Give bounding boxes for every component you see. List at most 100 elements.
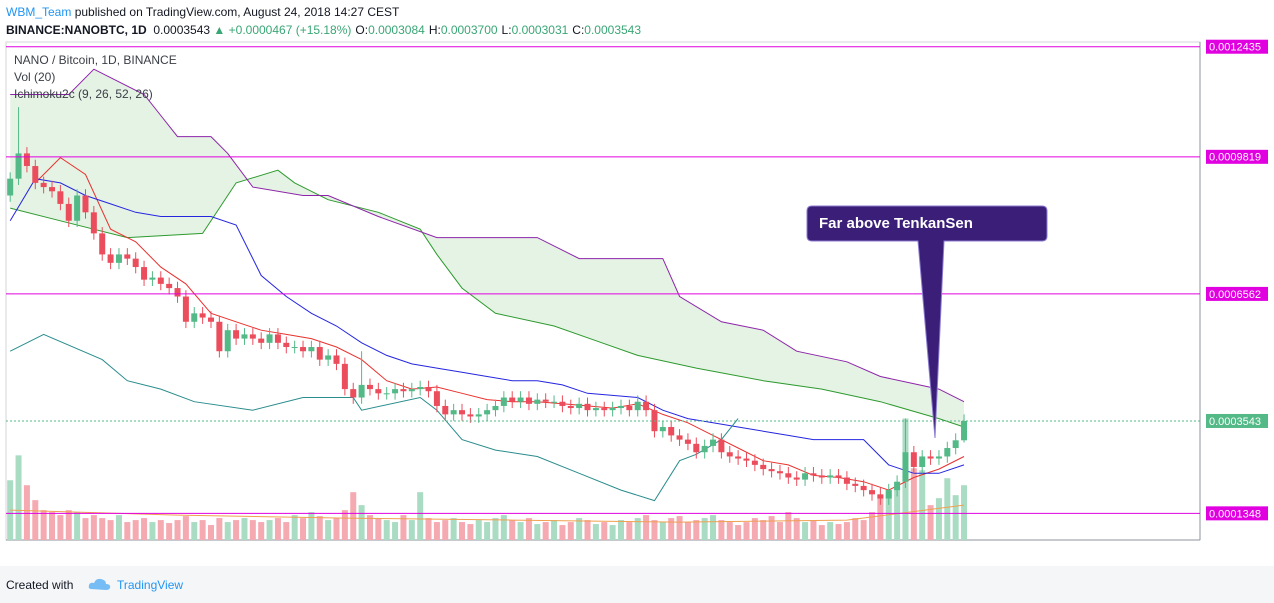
candle-body — [885, 490, 892, 499]
volume-bar — [224, 522, 231, 540]
volume-bar — [701, 518, 708, 540]
volume-bar — [182, 516, 189, 540]
header-line-1: WBM_Team published on TradingView.com, A… — [6, 3, 641, 21]
candle-body — [927, 456, 934, 459]
candle-body — [258, 338, 265, 343]
candle-body — [509, 397, 516, 402]
volume-bar — [333, 518, 340, 540]
candle-body — [492, 405, 499, 411]
volume-bar — [835, 524, 842, 540]
volume-bar — [935, 498, 942, 540]
volume-bar — [718, 520, 725, 540]
published: published on TradingView.com, August 24,… — [74, 5, 400, 19]
candle-body — [216, 321, 223, 352]
candle-body — [517, 397, 524, 402]
volume-bar — [199, 520, 206, 540]
volume-bar — [684, 522, 691, 540]
volume-bar — [919, 470, 926, 540]
volume-bar — [308, 512, 315, 540]
volume-bar — [408, 520, 415, 540]
candle-body — [57, 191, 64, 204]
header-line-2: BINANCE:NANOBTC, 1D 0.0003543 ▲ +0.00004… — [6, 21, 641, 39]
candle-body — [601, 408, 608, 411]
volume-bar — [785, 512, 792, 540]
candle-body — [32, 166, 39, 183]
volume-bar — [216, 518, 223, 540]
candle-body — [902, 452, 909, 482]
indicator-line — [34, 156, 965, 491]
volume-bar — [509, 520, 516, 540]
created-with: Created with — [6, 578, 74, 592]
volume-bar — [726, 522, 733, 540]
volume-bar — [776, 522, 783, 540]
candle-body — [710, 439, 717, 446]
candle-body — [341, 363, 348, 390]
candle-body — [333, 355, 340, 364]
candle-body — [551, 401, 558, 403]
symbol: BINANCE:NANOBTC, 1D — [6, 23, 147, 37]
brand[interactable]: TradingView — [117, 578, 184, 592]
ohlc-value: 0.0003084 — [368, 23, 425, 37]
candle-body — [316, 347, 323, 360]
volume-bar — [601, 522, 608, 540]
volume-bar — [626, 522, 633, 540]
volume-bar — [802, 522, 809, 540]
current-price-label: 0.0003543 — [1209, 416, 1261, 428]
candle-body — [408, 389, 415, 392]
candle-body — [718, 439, 725, 453]
candle-body — [961, 420, 968, 441]
candle-body — [500, 397, 507, 406]
legend-ichimoku: Ichimoku2c (9, 26, 52, 26) — [14, 87, 153, 101]
candle-body — [99, 233, 106, 255]
volume-bar — [115, 515, 122, 540]
level-tag — [1206, 286, 1268, 301]
volume-bar — [40, 510, 47, 540]
header: WBM_Team published on TradingView.com, A… — [6, 3, 641, 39]
volume-bar — [651, 520, 658, 540]
volume-ma-line — [10, 504, 965, 523]
volume-bar — [358, 505, 365, 540]
volume-bar — [567, 522, 574, 540]
volume-bar — [551, 520, 558, 540]
candle-body — [191, 313, 198, 322]
span-a-line — [10, 169, 965, 428]
candle-body — [818, 475, 825, 478]
volume-bar — [860, 520, 867, 540]
change: ▲ +0.0000467 (+15.18%) — [213, 23, 352, 37]
candle-body — [843, 477, 850, 484]
volume-bar — [141, 518, 148, 540]
cloud — [10, 68, 965, 428]
volume-bar — [174, 520, 181, 540]
volume-bar — [417, 492, 424, 540]
candle-body — [291, 347, 298, 349]
levels: 0.0012435 0.0009819 0.0006562 0.0001348 0.00… — [6, 39, 1268, 521]
volume-bar — [207, 525, 214, 540]
candle-body — [768, 469, 775, 472]
volume-bar — [609, 525, 616, 540]
candle-body — [676, 435, 683, 440]
candle-body — [776, 471, 783, 474]
candle-body — [49, 187, 56, 192]
candle-body — [785, 473, 792, 478]
candle-body — [266, 334, 273, 343]
candle-body — [325, 355, 332, 360]
volume-bar — [517, 522, 524, 540]
candle-body — [559, 401, 566, 406]
volume-bar — [191, 522, 198, 540]
chart: 0.0012435 0.0009819 0.0006562 0.0001348 0.00… — [5, 39, 1268, 541]
candle-body — [910, 452, 917, 467]
candle-body — [233, 330, 240, 339]
volume-bar — [768, 516, 775, 540]
indicator-line — [9, 333, 739, 502]
volume-bar — [325, 520, 332, 540]
publisher[interactable]: WBM_Team — [6, 5, 72, 19]
ohlc: O:0.0003084 H:0.0003700 L:0.0003031 C:0.000… — [351, 23, 641, 37]
volume-bar — [617, 520, 624, 540]
volume-bar — [400, 515, 407, 540]
candle-body — [525, 397, 532, 404]
candle-body — [90, 212, 97, 234]
volume-bar — [383, 520, 390, 540]
candle-body — [467, 414, 474, 417]
volume-bar — [751, 518, 758, 540]
candle-body — [869, 490, 876, 495]
